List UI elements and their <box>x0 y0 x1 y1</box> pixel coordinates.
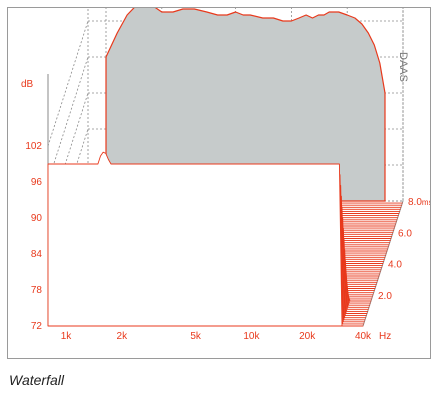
z-tick-label-3: 8.0ms <box>408 197 430 208</box>
x-tick-label-2: 5k <box>190 331 202 342</box>
x-tick-label-1: 2k <box>117 331 129 342</box>
y-tick-label-0: 72 <box>31 321 43 332</box>
chart-caption: Waterfall <box>9 372 64 388</box>
decay-slice-60 <box>47 151 364 327</box>
y-tick-label-3: 90 <box>31 213 43 224</box>
x-unit-label: Hz <box>379 331 391 342</box>
y-tick-label-5: 102 <box>25 141 42 152</box>
y-tick-label-1: 78 <box>31 285 43 296</box>
z-tick-label-0: 2.0 <box>378 291 392 302</box>
x-tick-label-0: 1k <box>61 331 73 342</box>
z-unit-label: ms <box>422 198 430 207</box>
z-tick-label-1: 4.0 <box>388 260 402 271</box>
x-tick-label-5: 40k <box>355 331 372 342</box>
x-tick-label-4: 20k <box>299 331 316 342</box>
grid-depth-5 <box>47 20 89 147</box>
spectrum-t0-surface <box>105 8 386 202</box>
y-unit-label: dB <box>21 79 34 90</box>
brand-watermark: DAAS <box>397 52 409 82</box>
x-tick-label-3: 10k <box>243 331 260 342</box>
y-tick-label-4: 96 <box>31 177 43 188</box>
grid-depth-4 <box>47 56 89 183</box>
chart-frame: 72 78 84 90 96 102 dB 1k 2k 5k 10k 20k 40k Hz 2.0 4.0 6.… <box>7 7 431 359</box>
waterfall-chart: 72 78 84 90 96 102 dB 1k 2k 5k 10k 20k 40k Hz 2.0 4.0 6.… <box>21 8 430 342</box>
z-tick-label-2: 6.0 <box>398 228 412 239</box>
y-tick-label-2: 84 <box>31 249 43 260</box>
